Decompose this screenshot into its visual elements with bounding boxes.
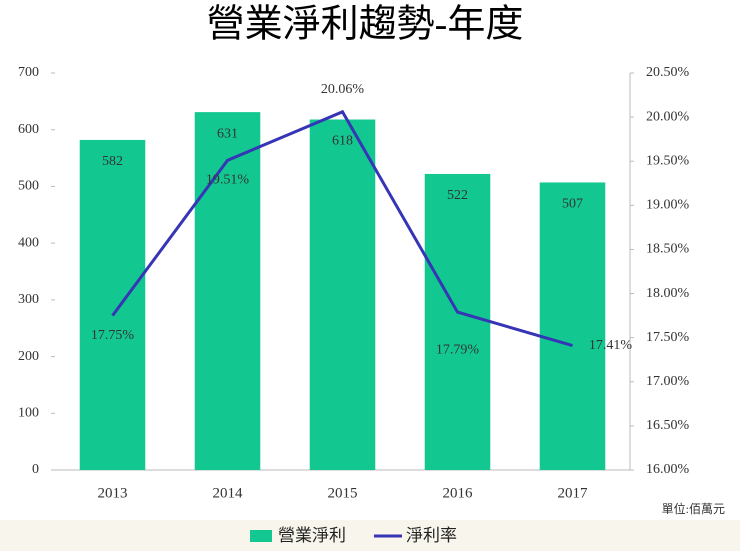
y-tick-label: 600 — [18, 122, 39, 137]
y2-tick-label: 16.00% — [646, 462, 690, 477]
bar — [79, 139, 146, 470]
legend-band — [0, 520, 740, 551]
x-tick-label: 2014 — [213, 485, 244, 501]
line-value-label: 19.51% — [206, 173, 250, 188]
y2-tick-label: 18.00% — [646, 286, 690, 301]
y2-tick-label: 17.50% — [646, 330, 690, 345]
bar — [539, 182, 606, 471]
y2-tick-label: 19.50% — [646, 153, 690, 168]
y-tick-label: 100 — [18, 406, 39, 421]
y-tick-label: 0 — [32, 462, 39, 477]
line — [111, 109, 573, 348]
y-tick-label: 300 — [18, 292, 39, 307]
bar — [309, 119, 376, 471]
unit-note: 單位:佰萬元 — [662, 501, 725, 516]
y2-tick-label: 18.50% — [646, 242, 690, 257]
bar-value-label: 582 — [102, 154, 123, 169]
legend-label: 淨利率 — [406, 526, 457, 545]
y2-tick-label: 19.00% — [646, 198, 690, 213]
line-value-label: 20.06% — [321, 82, 365, 97]
bar — [424, 173, 491, 471]
legend-label: 營業淨利 — [278, 526, 346, 545]
chart-title: 營業淨利趨勢-年度 — [207, 4, 524, 46]
y2-tick-label: 20.50% — [646, 65, 690, 80]
y-tick-label: 500 — [18, 179, 39, 194]
bar-value-label: 522 — [447, 188, 468, 203]
bar — [194, 112, 261, 470]
y-tick-label: 400 — [18, 235, 39, 250]
y2-tick-label: 20.00% — [646, 109, 690, 124]
x-tick-label: 2015 — [328, 485, 358, 501]
line-value-label: 17.41% — [589, 338, 633, 353]
line-value-label: 17.79% — [436, 342, 480, 357]
bar-value-label: 631 — [217, 126, 238, 141]
x-tick-label: 2016 — [443, 485, 474, 501]
bar-value-label: 618 — [332, 134, 353, 149]
y2-tick-label: 16.50% — [646, 418, 690, 433]
y-tick-label: 200 — [18, 349, 39, 364]
x-tick-label: 2013 — [98, 485, 128, 501]
bar-value-label: 507 — [562, 197, 583, 212]
y2-tick-label: 17.00% — [646, 374, 690, 389]
legend-swatch — [250, 530, 272, 542]
y-tick-label: 700 — [18, 65, 39, 80]
line-value-label: 17.75% — [91, 328, 135, 343]
x-tick-label: 2017 — [558, 485, 589, 501]
